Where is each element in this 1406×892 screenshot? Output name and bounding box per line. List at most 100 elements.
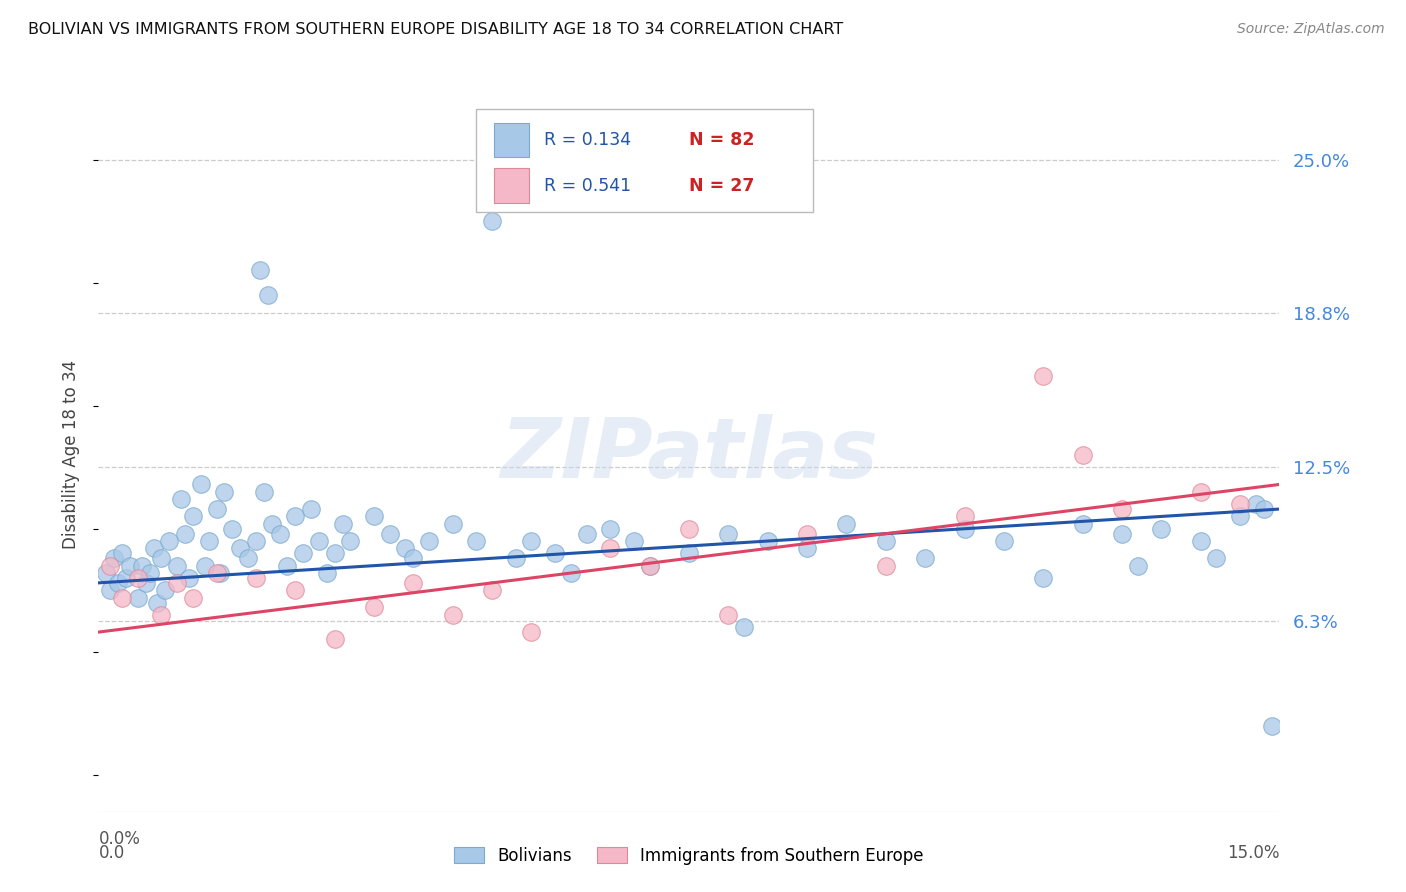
Point [205, 566, 228, 580]
Point [544, 546, 567, 560]
Point [1229, 497, 1251, 511]
Point [323, 632, 346, 647]
Point [520, 625, 543, 640]
Point [481, 583, 503, 598]
Point [181, 509, 204, 524]
Point [256, 288, 278, 302]
Point [402, 575, 425, 590]
Point [138, 566, 160, 580]
Point [875, 534, 897, 549]
Point [756, 534, 779, 549]
Point [717, 526, 740, 541]
Point [135, 575, 157, 590]
Point [1260, 718, 1282, 732]
Point [796, 526, 818, 541]
Point [127, 571, 149, 585]
Point [796, 541, 818, 556]
Point [253, 484, 276, 499]
Point [245, 571, 267, 585]
FancyBboxPatch shape [477, 109, 813, 212]
Point [229, 541, 252, 556]
Point [315, 566, 337, 580]
Point [363, 600, 385, 615]
Point [733, 620, 755, 634]
Point [465, 534, 488, 549]
Point [194, 558, 217, 573]
Point [245, 534, 267, 549]
Point [599, 522, 621, 536]
Point [835, 516, 858, 531]
Point [214, 484, 236, 499]
Point [115, 571, 138, 585]
Point [249, 263, 271, 277]
Point [127, 591, 149, 605]
Text: Source: ZipAtlas.com: Source: ZipAtlas.com [1237, 22, 1385, 37]
Point [292, 546, 315, 560]
Point [190, 477, 212, 491]
Point [993, 534, 1015, 549]
Text: 0.0: 0.0 [98, 844, 125, 862]
Point [1150, 522, 1173, 536]
Point [1032, 369, 1054, 384]
Point [111, 591, 134, 605]
Point [166, 575, 188, 590]
Point [717, 607, 740, 622]
Point [197, 534, 219, 549]
Point [402, 551, 425, 566]
Point [146, 596, 169, 610]
Point [1189, 534, 1212, 549]
Text: N = 82: N = 82 [689, 131, 755, 149]
Point [150, 551, 173, 566]
Point [1126, 558, 1149, 573]
Point [575, 526, 598, 541]
Point [505, 551, 527, 566]
Point [1229, 509, 1251, 524]
Text: BOLIVIAN VS IMMIGRANTS FROM SOUTHERN EUROPE DISABILITY AGE 18 TO 34 CORRELATION : BOLIVIAN VS IMMIGRANTS FROM SOUTHERN EUR… [28, 22, 844, 37]
Point [599, 541, 621, 556]
Legend: Bolivians, Immigrants from Southern Europe: Bolivians, Immigrants from Southern Euro… [447, 840, 931, 871]
Point [638, 558, 661, 573]
Point [284, 509, 307, 524]
Point [107, 575, 129, 590]
Point [236, 551, 259, 566]
Point [98, 558, 121, 573]
Point [177, 571, 200, 585]
Point [276, 558, 298, 573]
Point [418, 534, 440, 549]
Point [103, 551, 125, 566]
Point [150, 607, 173, 622]
Point [1244, 497, 1267, 511]
FancyBboxPatch shape [494, 123, 530, 158]
Point [96, 566, 118, 580]
Y-axis label: Disability Age 18 to 34: Disability Age 18 to 34 [62, 360, 80, 549]
Point [481, 214, 503, 228]
Point [323, 546, 346, 560]
Point [170, 492, 193, 507]
Point [166, 558, 188, 573]
Point [1032, 571, 1054, 585]
Text: ZIPatlas: ZIPatlas [501, 415, 877, 495]
Point [1111, 502, 1133, 516]
Point [131, 558, 153, 573]
Point [441, 607, 464, 622]
Point [299, 502, 322, 516]
Point [638, 558, 661, 573]
Point [111, 546, 134, 560]
FancyBboxPatch shape [494, 169, 530, 202]
Text: 0.0%: 0.0% [98, 830, 141, 847]
Point [953, 522, 976, 536]
Text: N = 27: N = 27 [689, 177, 754, 194]
Point [1189, 484, 1212, 499]
Point [914, 551, 936, 566]
Point [1071, 516, 1094, 531]
Point [875, 558, 897, 573]
Point [623, 534, 645, 549]
Point [441, 516, 464, 531]
Point [1071, 448, 1094, 462]
Point [221, 522, 243, 536]
Point [155, 583, 177, 598]
Text: 15.0%: 15.0% [1227, 844, 1279, 862]
Point [678, 522, 700, 536]
Point [174, 526, 197, 541]
Point [308, 534, 330, 549]
